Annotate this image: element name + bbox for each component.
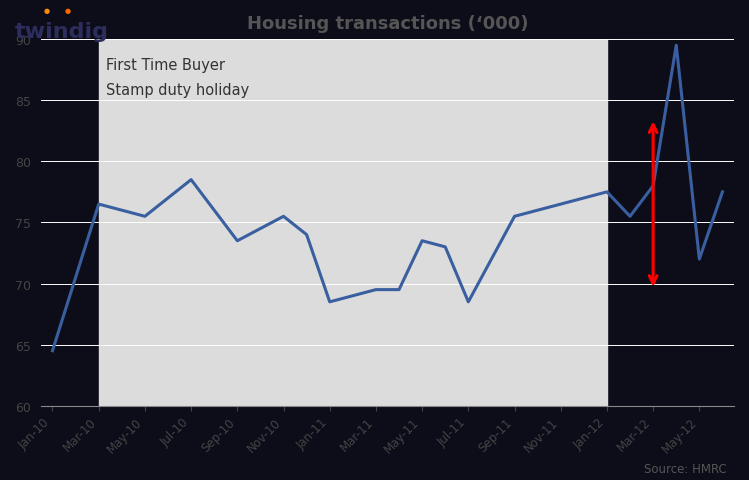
Text: Stamp duty holiday: Stamp duty holiday [106, 83, 249, 97]
Text: ●: ● [43, 9, 49, 14]
Text: ●: ● [65, 9, 71, 14]
Text: First Time Buyer: First Time Buyer [106, 58, 225, 73]
Title: Housing transactions (‘000): Housing transactions (‘000) [246, 15, 528, 33]
Bar [99, 40, 607, 406]
Text: twindig: twindig [15, 22, 109, 42]
Text: Source: HMRC: Source: HMRC [644, 462, 727, 475]
